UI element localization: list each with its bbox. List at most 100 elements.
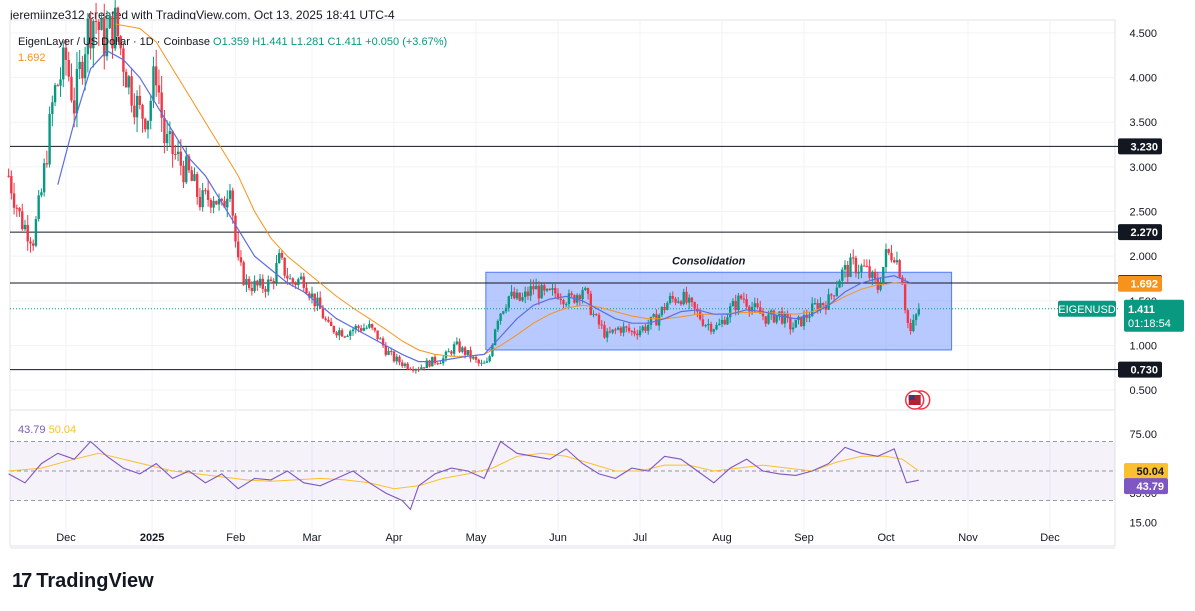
open-value: O1.359 (213, 36, 250, 48)
candle-body (332, 326, 336, 333)
candle-body (644, 326, 647, 331)
candle-body (912, 319, 915, 331)
candle-body (193, 174, 196, 181)
candle-body (452, 344, 456, 354)
candle-body (887, 249, 890, 253)
candle-body (589, 293, 592, 315)
candle-body (488, 356, 491, 362)
candle-body (677, 301, 680, 303)
candle-body (116, 7, 120, 37)
candle-body (299, 276, 303, 280)
candle-body (135, 95, 139, 118)
candle-body (100, 18, 103, 30)
candle-body (783, 313, 787, 324)
candle-body (723, 319, 726, 325)
candle-body (532, 286, 535, 290)
x-tick-label: Aug (712, 532, 732, 544)
candle-body (458, 341, 461, 352)
candle-body (114, 7, 117, 49)
candle-body (554, 288, 557, 294)
candle-body (483, 362, 486, 364)
candle-body (502, 311, 505, 314)
candle-body (108, 15, 111, 29)
candle-body (548, 288, 551, 290)
candle-body (81, 61, 84, 79)
flag-canton-icon (908, 395, 915, 400)
candle-body (521, 297, 524, 301)
candle-body (504, 307, 508, 312)
candle-body (127, 76, 131, 88)
candle-body (354, 325, 357, 330)
x-tick-label: Feb (226, 532, 245, 544)
candle-body (775, 315, 778, 323)
x-tick-label: Apr (385, 532, 402, 544)
candle-body (182, 165, 185, 183)
candle-body (409, 368, 412, 370)
candle-body (40, 192, 43, 196)
x-tick-label: May (466, 532, 487, 544)
tradingview-logo-icon: 17 (12, 570, 32, 592)
candle-body (119, 36, 122, 49)
candle-body (94, 20, 98, 22)
y-tick-label: 2.500 (1129, 207, 1157, 219)
candle-body (138, 95, 141, 105)
candle-body (75, 69, 79, 114)
candle-body (163, 117, 166, 144)
candle-body (160, 92, 163, 118)
candle-body (381, 338, 385, 346)
candle-body (633, 331, 636, 334)
candle-body (906, 310, 910, 323)
tradingview-brand[interactable]: 17 TradingView (12, 570, 154, 593)
candle-body (586, 288, 590, 294)
candle-body (884, 249, 888, 267)
candle-body (813, 303, 817, 305)
candle-body (600, 324, 603, 326)
candle-body (616, 327, 620, 330)
candle-body (338, 330, 341, 336)
candle-body (283, 257, 286, 276)
ma-fast-line (57, 50, 911, 363)
candle-body (10, 176, 13, 194)
candle-body (392, 351, 396, 362)
candle-body (23, 224, 27, 230)
last-price-tag (1124, 299, 1184, 332)
candle-body (319, 297, 322, 309)
x-tick-label: Jun (549, 532, 567, 544)
candle-body (343, 336, 346, 338)
candle-body (461, 347, 464, 352)
candle-body (893, 260, 896, 263)
candle-body (917, 309, 920, 315)
level-price-label: 2.270 (1130, 227, 1158, 239)
symbol-tag-label: EIGENUSD (1058, 304, 1116, 316)
candle-body (384, 345, 387, 355)
countdown-label: 01:18:54 (1128, 318, 1171, 330)
candle-body (860, 265, 863, 272)
candle-body (767, 314, 770, 324)
candle-body (753, 303, 756, 308)
candle-body (772, 310, 776, 323)
candle-body (843, 264, 847, 270)
candle-body (854, 257, 858, 274)
candle-body (720, 319, 724, 324)
candle-body (816, 303, 819, 311)
candle-body (152, 66, 155, 101)
candle-body (562, 300, 565, 305)
candle-body (510, 291, 513, 297)
x-tick-label: Dec (1040, 532, 1060, 544)
candle-body (111, 15, 114, 49)
x-tick-label: Jul (633, 532, 647, 544)
candle-body (789, 317, 792, 330)
candle-body (666, 303, 669, 311)
candle-body (625, 326, 628, 328)
candle-body (185, 156, 188, 183)
candle-body (250, 288, 254, 292)
candle-body (641, 326, 644, 331)
candle-body (327, 319, 330, 322)
candle-body (349, 331, 352, 336)
candle-body (731, 300, 735, 307)
candle-body (622, 326, 625, 333)
candle-body (141, 104, 144, 119)
candle-body (146, 120, 150, 130)
